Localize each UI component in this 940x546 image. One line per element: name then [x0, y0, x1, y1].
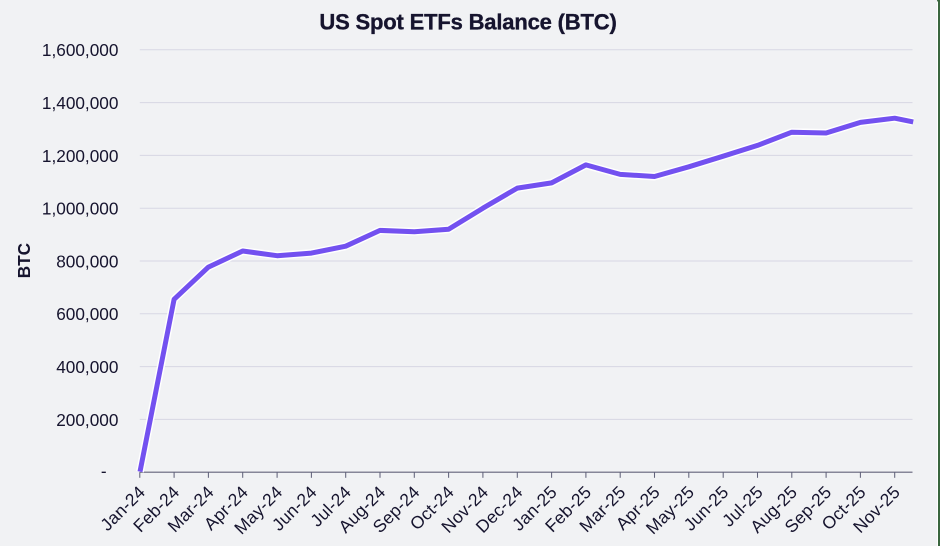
svg-text:1,200,000: 1,200,000: [42, 146, 118, 166]
svg-text:1,400,000: 1,400,000: [42, 93, 118, 113]
svg-text:200,000: 200,000: [56, 410, 118, 430]
svg-text:800,000: 800,000: [56, 251, 118, 271]
svg-text:US Spot ETFs Balance (BTC): US Spot ETFs Balance (BTC): [319, 10, 616, 35]
svg-text:600,000: 600,000: [56, 304, 118, 324]
svg-text:BTC: BTC: [14, 243, 34, 278]
svg-text:1,600,000: 1,600,000: [42, 40, 118, 60]
svg-text:1,000,000: 1,000,000: [42, 199, 118, 219]
svg-text:-: -: [101, 461, 107, 481]
svg-text:400,000: 400,000: [56, 357, 118, 377]
